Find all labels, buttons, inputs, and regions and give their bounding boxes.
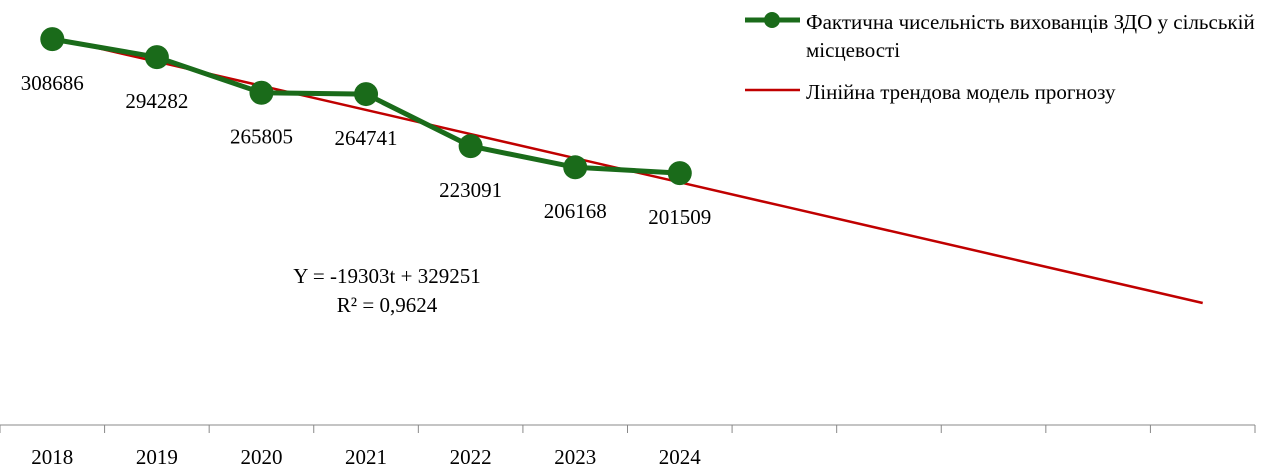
equation: Y = -19303t + 329251: [293, 264, 480, 288]
data-label: 206168: [544, 199, 607, 223]
data-label: 294282: [125, 89, 188, 113]
r-squared: R² = 0,9624: [337, 293, 438, 317]
legend-label: Фактична чисельність вихованців ЗДО у сі…: [806, 10, 1255, 62]
point: [458, 134, 483, 159]
point: [144, 45, 169, 70]
x-tick-label: 2021: [345, 445, 387, 468]
point: [249, 80, 274, 105]
point: [354, 82, 379, 107]
data-label: 308686: [21, 71, 84, 95]
x-tick-label: 2019: [136, 445, 178, 468]
x-tick-label: 2020: [240, 445, 282, 468]
x-tick-label: 2023: [554, 445, 596, 468]
legend-swatch: [764, 12, 780, 28]
point: [667, 161, 692, 186]
data-label: 264741: [335, 126, 398, 150]
x-tick-label: 2022: [450, 445, 492, 468]
data-label: 223091: [439, 178, 502, 202]
data-label: 265805: [230, 125, 293, 149]
data-label: 201509: [648, 205, 711, 229]
x-tick-label: 2018: [31, 445, 73, 468]
x-tick-label: 2024: [659, 445, 702, 468]
point: [563, 155, 588, 180]
legend-label: Лінійна трендова модель прогнозу: [806, 80, 1116, 104]
point: [40, 27, 65, 52]
